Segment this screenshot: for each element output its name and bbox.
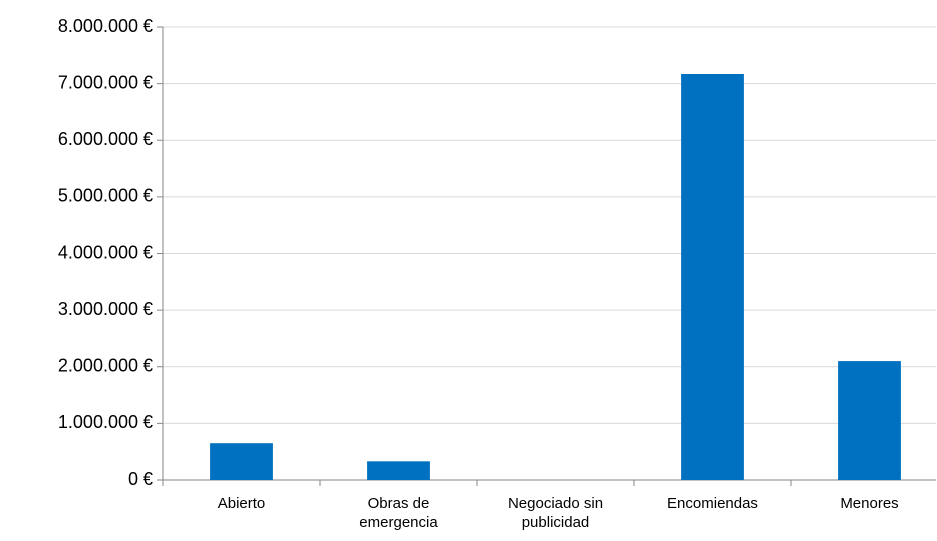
bar (210, 443, 273, 480)
bar (681, 73, 744, 480)
y-tick-label: 4.000.000 € (58, 242, 153, 262)
x-tick-label: Obras de emergencia (359, 495, 438, 531)
x-tick-label: Negociado sin publicidad (507, 495, 604, 531)
y-tick-label: 3.000.000 € (58, 299, 153, 319)
y-tick-label: 6.000.000 € (58, 129, 153, 149)
x-tick-label: Abierto (217, 495, 266, 512)
y-tick-label: 2.000.000 € (58, 356, 153, 376)
bar (367, 461, 430, 480)
bar (838, 361, 901, 480)
y-tick-label: 7.000.000 € (58, 72, 153, 92)
x-tick-label: Encomiendas (667, 495, 758, 512)
y-tick-label: 5.000.000 € (58, 186, 153, 206)
y-tick-label: 0 € (128, 469, 153, 489)
y-tick-label: 8.000.000 € (58, 16, 153, 36)
x-tick-label: Menores (840, 495, 899, 512)
y-tick-label: 1.000.000 € (58, 412, 153, 432)
